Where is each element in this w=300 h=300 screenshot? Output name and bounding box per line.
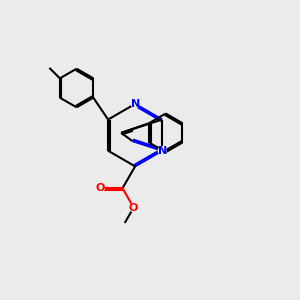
Circle shape [96,184,104,192]
Text: N: N [158,146,167,156]
Text: O: O [95,183,105,193]
Circle shape [130,204,137,212]
Text: O: O [129,202,138,212]
Circle shape [96,184,104,192]
Circle shape [130,204,137,212]
Circle shape [131,100,139,108]
Text: N: N [130,99,140,109]
Circle shape [158,147,166,154]
